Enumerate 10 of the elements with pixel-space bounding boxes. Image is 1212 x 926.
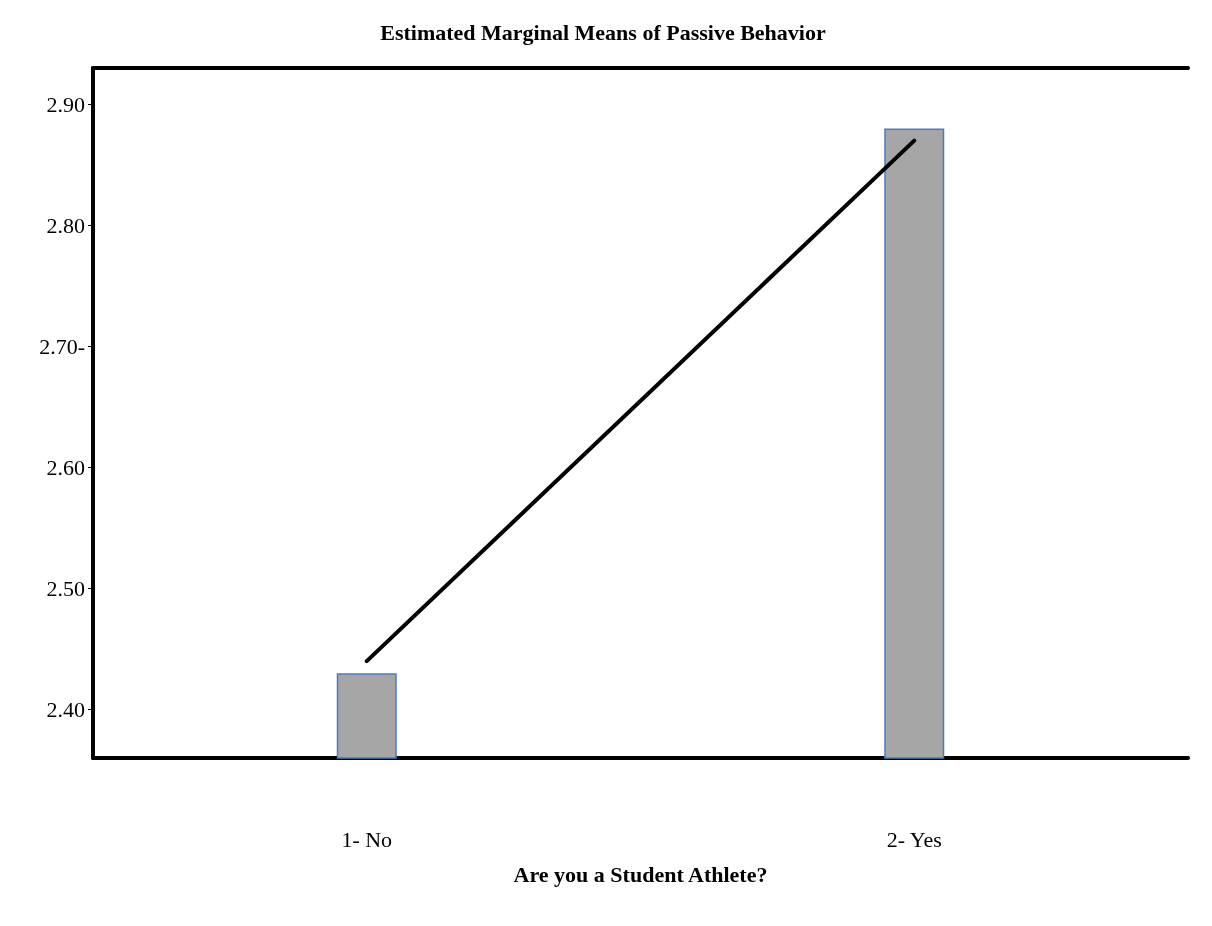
chart-title: Estimated Marginal Means of Passive Behavior (380, 19, 826, 45)
y-tick-label: 2.70- (39, 333, 85, 359)
x-tick-label: 1- No (341, 826, 393, 852)
y-tick-label: 2.60 (46, 454, 85, 480)
y-tick-label: 2.90 (46, 91, 85, 117)
y-tick-label: 2.80 (46, 212, 85, 238)
y-tick-label: 2.50 (46, 576, 85, 602)
x-tick-label: 2- Yes (886, 826, 942, 852)
x-axis-title: Are you a Student Athlete? (513, 861, 768, 887)
y-tick-label: 2.40 (46, 697, 85, 723)
